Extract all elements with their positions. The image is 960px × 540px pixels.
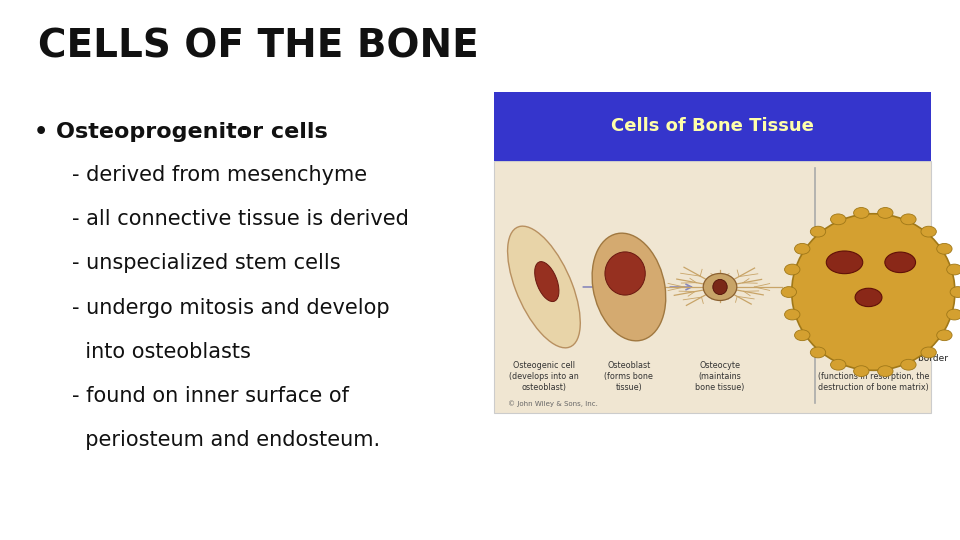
Text: - all connective tissue is derived: - all connective tissue is derived (72, 209, 409, 229)
Ellipse shape (784, 309, 800, 320)
Text: - derived from mesenchyme: - derived from mesenchyme (72, 165, 367, 185)
Ellipse shape (877, 366, 893, 376)
Ellipse shape (792, 214, 955, 370)
Text: Osteoclast
(functions in resorption, the
destruction of bone matrix): Osteoclast (functions in resorption, the… (818, 361, 929, 392)
Text: • Osteoprogenitor cells: • Osteoprogenitor cells (34, 122, 327, 141)
Ellipse shape (704, 273, 737, 300)
Text: :: : (240, 122, 249, 141)
Ellipse shape (713, 279, 728, 294)
Text: Cells of Bone Tissue: Cells of Bone Tissue (612, 117, 814, 136)
Ellipse shape (592, 233, 666, 341)
Text: Ruffled border: Ruffled border (883, 316, 949, 363)
Text: - undergo mitosis and develop: - undergo mitosis and develop (72, 298, 390, 318)
Ellipse shape (508, 226, 580, 348)
Ellipse shape (605, 252, 645, 295)
Ellipse shape (921, 347, 936, 358)
Ellipse shape (853, 366, 869, 376)
Ellipse shape (781, 287, 797, 298)
Ellipse shape (795, 244, 810, 254)
Ellipse shape (830, 359, 846, 370)
Ellipse shape (921, 226, 936, 237)
Ellipse shape (830, 214, 846, 225)
Ellipse shape (855, 288, 882, 307)
Ellipse shape (810, 347, 826, 358)
Text: Osteocyte
(maintains
bone tissue): Osteocyte (maintains bone tissue) (695, 361, 745, 392)
Text: Osteogenic cell
(develops into an
osteoblast): Osteogenic cell (develops into an osteob… (509, 361, 579, 392)
Ellipse shape (947, 264, 960, 275)
Ellipse shape (937, 244, 952, 254)
FancyBboxPatch shape (494, 92, 931, 161)
Ellipse shape (900, 359, 916, 370)
Text: into osteoblasts: into osteoblasts (72, 342, 251, 362)
Text: periosteum and endosteum.: periosteum and endosteum. (72, 430, 380, 450)
Text: © John Wiley & Sons, Inc.: © John Wiley & Sons, Inc. (508, 400, 597, 407)
Ellipse shape (950, 287, 960, 298)
Ellipse shape (900, 214, 916, 225)
Ellipse shape (827, 251, 863, 274)
Text: - unspecialized stem cells: - unspecialized stem cells (72, 253, 341, 273)
Ellipse shape (853, 207, 869, 218)
Text: Osteoblast
(forms bone
tissue): Osteoblast (forms bone tissue) (605, 361, 654, 392)
Ellipse shape (877, 207, 893, 218)
Ellipse shape (885, 252, 916, 273)
Ellipse shape (937, 330, 952, 341)
Text: CELLS OF THE BONE: CELLS OF THE BONE (38, 27, 479, 65)
Ellipse shape (795, 330, 810, 341)
Ellipse shape (810, 226, 826, 237)
Ellipse shape (535, 261, 559, 301)
Ellipse shape (784, 264, 800, 275)
Ellipse shape (947, 309, 960, 320)
Text: - found on inner surface of: - found on inner surface of (72, 386, 349, 406)
FancyBboxPatch shape (494, 161, 931, 413)
